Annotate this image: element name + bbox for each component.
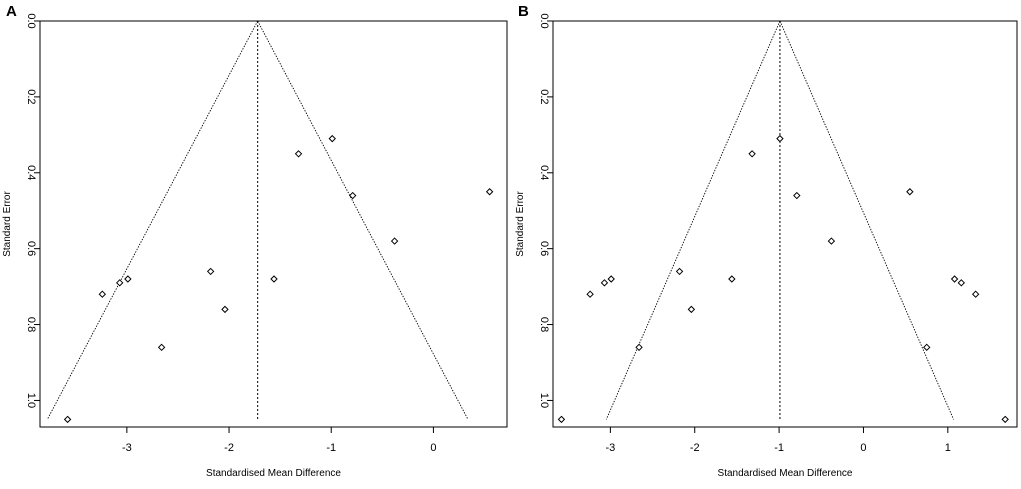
study-point [600, 279, 609, 287]
study-point [793, 191, 801, 200]
study-point [906, 188, 914, 196]
study-point [124, 275, 132, 283]
x-tick-label: -3 [605, 442, 615, 454]
x-tick-label: -1 [774, 442, 784, 454]
y-tick-label: 0.8 [25, 317, 37, 332]
x-axis-title: Standardised Mean Difference [718, 468, 853, 479]
study-point [485, 188, 494, 196]
y-tick-label: 0.8 [538, 317, 550, 332]
x-tick-label: -2 [224, 442, 234, 454]
x-tick-label: -3 [122, 442, 132, 454]
funnel-left-limit-line [46, 20, 259, 420]
funnel-left-limit-line [605, 20, 781, 420]
study-point [635, 343, 643, 352]
x-tick-label: -2 [690, 442, 700, 454]
study-point [675, 267, 684, 276]
study-point [776, 134, 784, 143]
funnel-right-limit-line [257, 20, 469, 420]
y-tick-label: 0.6 [25, 241, 37, 256]
y-axis-title: Standard Error [2, 191, 13, 257]
study-point [390, 237, 399, 245]
study-point [827, 237, 836, 245]
plot-frame [552, 20, 1018, 428]
study-point [98, 290, 107, 298]
y-tick-label: 0.4 [25, 165, 37, 180]
x-tick-label: 0 [430, 442, 436, 454]
study-point [586, 290, 594, 298]
y-axis-title: Standard Error [515, 191, 526, 257]
x-tick-label: 0 [860, 442, 866, 454]
y-tick-label: 0.0 [25, 13, 37, 28]
plot-frame [39, 20, 508, 428]
funnel-right-limit-line [779, 20, 954, 420]
study-point [728, 275, 736, 283]
y-tick-label: 1.0 [538, 393, 550, 408]
study-point [221, 305, 229, 314]
study-point [923, 343, 931, 352]
study-point [957, 279, 966, 287]
x-axis-title: Standardised Mean Difference [206, 468, 341, 479]
study-point [270, 275, 278, 283]
study-point [115, 279, 124, 287]
study-point [607, 275, 615, 283]
y-tick-label: 0.4 [538, 165, 550, 180]
study-point [557, 415, 566, 424]
panel-label: A [6, 3, 17, 20]
study-point [971, 290, 980, 298]
study-point [687, 305, 696, 314]
panel-a-funnel-plot: A -3 -2 -1 0 0.0 0.2 0.4 0.6 0.8 1.0 Standardised M… [2, 3, 508, 479]
study-point [294, 150, 303, 158]
panel-label: B [518, 3, 529, 20]
y-tick-label: 0.0 [538, 13, 550, 28]
y-tick-label: 0.6 [538, 241, 550, 256]
study-point [1001, 415, 1009, 424]
study-point [328, 134, 336, 143]
y-tick-label: 0.2 [25, 89, 37, 104]
study-point [206, 267, 215, 276]
study-point [348, 191, 357, 200]
panel-b-funnel-plot: B -3 -2 -1 0 1 0.0 0.2 0.4 0.6 0.8 1.0 Standardised … [515, 3, 1018, 479]
study-point [157, 343, 166, 352]
x-tick-label: 1 [945, 442, 951, 454]
study-point [63, 415, 72, 424]
study-point [748, 150, 756, 158]
x-tick-label: -1 [326, 442, 336, 454]
y-tick-label: 0.2 [538, 89, 550, 104]
y-tick-label: 1.0 [25, 393, 37, 408]
study-point [950, 275, 959, 283]
